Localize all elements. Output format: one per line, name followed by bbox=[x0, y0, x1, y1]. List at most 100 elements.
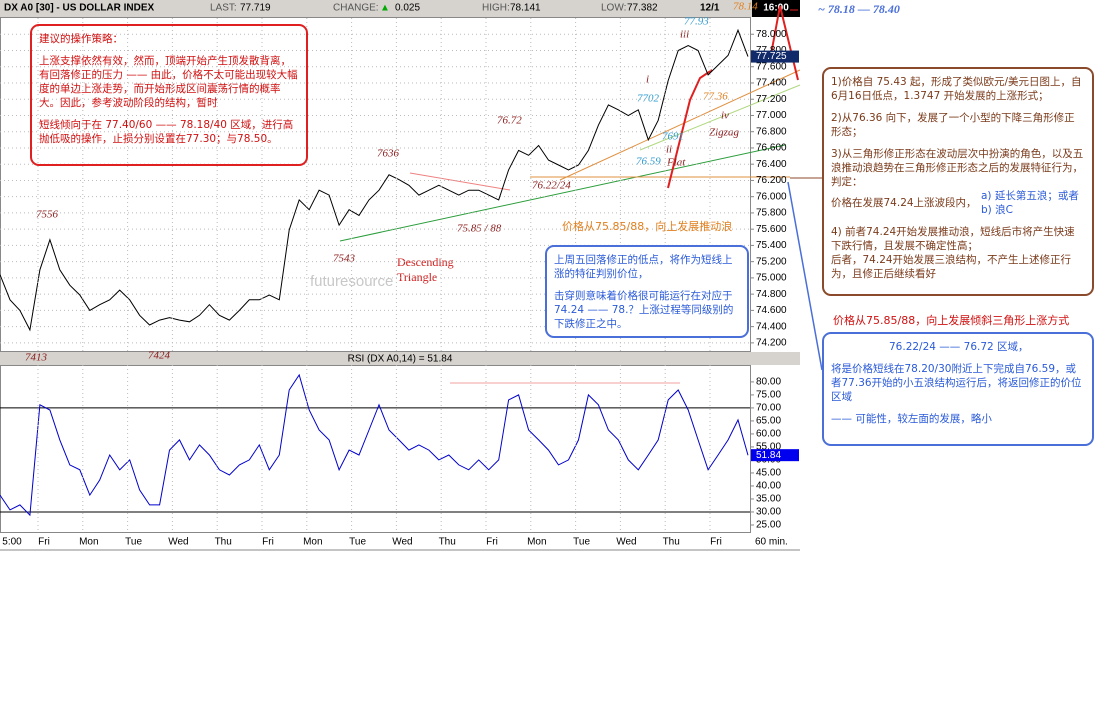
box-text: 3)从三角形修正形态在波动层次中扮演的角色，以及五浪推动浪趋势在三角形修正形态之… bbox=[831, 148, 1084, 188]
x-tick-label: Mon bbox=[79, 537, 98, 548]
pattern-label: Triangle bbox=[397, 270, 437, 284]
wave-label: Zigzag bbox=[709, 127, 739, 139]
y-tick-label: 40.00 bbox=[756, 481, 781, 492]
y-tick-label: 60.00 bbox=[756, 429, 781, 440]
y-tick-label: 76.400 bbox=[756, 159, 787, 170]
header-bar bbox=[0, 0, 800, 17]
y-tick-label: 75.400 bbox=[756, 240, 787, 251]
y-tick-label: 75.000 bbox=[756, 273, 787, 284]
x-tick-label: Tue bbox=[349, 537, 366, 548]
option: b) 浪C bbox=[981, 204, 1013, 216]
arrow bbox=[667, 69, 713, 189]
wave-label: 76.59 bbox=[636, 156, 661, 168]
x-tick-label: Mon bbox=[527, 537, 546, 548]
support-box: 上周五回落修正的低点，将作为短线上涨的特征判别价位， 击穿则意味着价格很可能运行… bbox=[545, 245, 749, 338]
x-tick-label: Fri bbox=[262, 537, 274, 548]
y-tick-label: 75.600 bbox=[756, 224, 787, 235]
wave-label: 76.22/24 bbox=[532, 180, 571, 192]
price-line bbox=[0, 373, 749, 517]
trend-lines bbox=[339, 5, 823, 384]
y-tick-label: 77.600 bbox=[756, 61, 787, 72]
wave-label: 77.93 bbox=[684, 16, 709, 28]
analysis-box: 1)价格自 75.43 起，形成了类似欧元/美元日图上，自6月16日低点，1.3… bbox=[822, 67, 1094, 296]
y-tick-label: 74.800 bbox=[756, 289, 787, 300]
x-tick-label: Mon bbox=[303, 537, 322, 548]
rsi-title: RSI (DX A0,14) = 51.84 bbox=[348, 354, 453, 365]
watermark: futuresource bbox=[310, 273, 393, 290]
last-value-label: 51.84 bbox=[756, 450, 781, 461]
wave-label: iv bbox=[721, 110, 729, 122]
box-text: 后者，74.24开始发展三浪结构，不产生上述修正行为，且修正后继续看好 bbox=[831, 254, 1072, 280]
x-tick-label: Fri bbox=[486, 537, 498, 548]
y-tick-label: 45.00 bbox=[756, 468, 781, 479]
change-arrow: ▲ bbox=[380, 3, 390, 14]
wave-label: i bbox=[646, 74, 649, 86]
symbol: DX A0 [30] - US DOLLAR INDEX bbox=[4, 3, 155, 14]
low: 77.382 bbox=[627, 3, 658, 14]
y-tick-label: 77.400 bbox=[756, 78, 787, 89]
x-tick-label: 5:00 bbox=[2, 537, 22, 548]
triangle-line bbox=[409, 172, 511, 191]
x-tick-label: Thu bbox=[663, 537, 680, 548]
y-tick-label: 74.200 bbox=[756, 338, 787, 349]
y-tick-label: 75.800 bbox=[756, 208, 787, 219]
box-text: 1)价格自 75.43 起，形成了类似欧元/美元日图上，自6月16日低点，1.3… bbox=[831, 76, 1082, 102]
y-tick-label: 80.00 bbox=[756, 377, 781, 388]
y-tick-label: 76.800 bbox=[756, 126, 787, 137]
y-tick-label: 35.00 bbox=[756, 494, 781, 505]
x-tick-label: Tue bbox=[573, 537, 590, 548]
rsi-title-bar bbox=[0, 352, 800, 365]
box-text: 价格在发展74.24上涨波段内， bbox=[831, 197, 977, 209]
x-tick-label: Wed bbox=[392, 537, 412, 548]
y-tick-label: 30.00 bbox=[756, 507, 781, 518]
trend-line bbox=[339, 144, 786, 242]
y-tick-label: 70.00 bbox=[756, 403, 781, 414]
wave-label: 76.72 bbox=[497, 115, 522, 127]
y-tick-label: 74.400 bbox=[756, 321, 787, 332]
last-value-box bbox=[751, 50, 799, 63]
wave-label: 7543 bbox=[333, 253, 356, 265]
wave-label: 7636 bbox=[377, 148, 400, 160]
y-tick-label: 76.200 bbox=[756, 175, 787, 186]
wave-label: 7702 bbox=[637, 93, 660, 105]
x-tick-label: Fri bbox=[710, 537, 722, 548]
y-tick-label: 77.000 bbox=[756, 110, 787, 121]
y-tick-label: 75.200 bbox=[756, 256, 787, 267]
box-heading: 76.22/24 —— 76.72 区域， bbox=[889, 341, 1029, 353]
time: 16:00 bbox=[763, 3, 789, 14]
wave-label: 7413 bbox=[25, 352, 48, 364]
price-line bbox=[0, 28, 749, 332]
strategy-box: 建议的操作策略： 上涨支撑依然有效，然而，顶端开始产生顶发散背离，有回落修正的压… bbox=[30, 24, 308, 166]
box-text: 短线倾向于在 77.40/60 —— 78.18/40 区域，进行高抛低吸的操作… bbox=[39, 119, 294, 145]
x-tick-label: Wed bbox=[168, 537, 188, 548]
box-text: 将是价格短线在78.20/30附近上下完成自76.59，或者77.36开始的小五… bbox=[831, 363, 1082, 403]
box-text: —— 可能性，较左面的发展，略小 bbox=[831, 413, 992, 425]
last-label: LAST: bbox=[210, 3, 237, 14]
wave-label: 77.36 bbox=[703, 91, 728, 103]
box-text: 2)从76.36 向下，发展了一个小型的下降三角形修正形态； bbox=[831, 112, 1075, 138]
wave-label: ii bbox=[666, 144, 672, 156]
wave-label: 75.85 / 88 bbox=[457, 223, 502, 235]
wave-label: 7424 bbox=[148, 350, 171, 362]
time-box bbox=[752, 0, 800, 17]
low-label: LOW: bbox=[601, 3, 626, 14]
y-tick-label: 25.00 bbox=[756, 520, 781, 531]
wave-label: Flat bbox=[666, 157, 686, 169]
channel-line bbox=[559, 69, 801, 181]
y-tick-label: 75.00 bbox=[756, 390, 781, 401]
price-panel bbox=[0, 17, 751, 352]
date: 12/1 bbox=[700, 3, 720, 14]
wedge-note: 价格从75.85/88，向上发展倾斜三角形上涨方式 bbox=[833, 314, 1070, 327]
box-text: 上涨支撑依然有效，然而，顶端开始产生顶发散背离，有回落修正的压力 —— 由此，价… bbox=[39, 55, 298, 109]
rsi-panel bbox=[0, 365, 751, 533]
y-tick-label: 76.000 bbox=[756, 191, 787, 202]
y-tick-label: 74.600 bbox=[756, 305, 787, 316]
x-tick-label: Fri bbox=[38, 537, 50, 548]
x-tick-label: Thu bbox=[439, 537, 456, 548]
option: a) 延长第五浪；或者 bbox=[981, 190, 1079, 202]
interval: 60 min. bbox=[755, 537, 788, 548]
last: 77.719 bbox=[240, 3, 271, 14]
y-tick-label: 77.200 bbox=[756, 94, 787, 105]
